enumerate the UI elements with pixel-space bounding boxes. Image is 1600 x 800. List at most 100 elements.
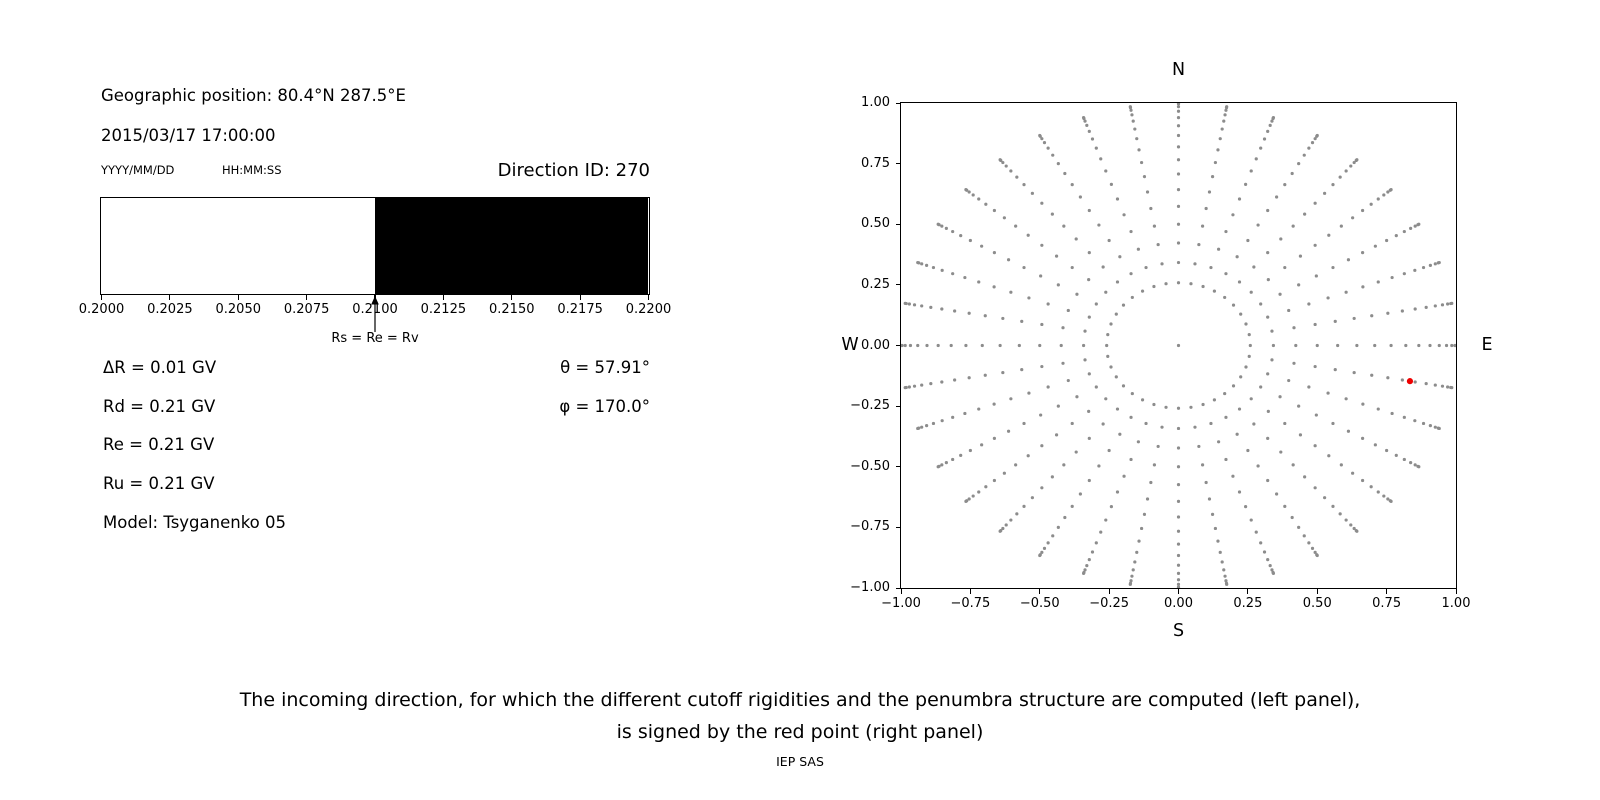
plot-y-tick	[895, 466, 900, 468]
plot-y-tick-label: −1.00	[850, 580, 890, 595]
grid-dot	[963, 275, 967, 280]
grid-dot	[1118, 432, 1122, 436]
grid-dot	[1237, 490, 1242, 494]
grid-dot	[1074, 237, 1078, 241]
grid-dot	[1009, 169, 1013, 173]
plot-x-tick-label: −0.25	[1089, 596, 1130, 611]
grid-dot	[1355, 158, 1359, 162]
grid-dot	[1271, 343, 1276, 348]
grid-dot	[1239, 375, 1243, 379]
grid-dot	[980, 443, 984, 447]
grid-dot	[1040, 486, 1044, 490]
grid-dot	[1106, 354, 1110, 358]
grid-dot	[1022, 421, 1026, 426]
plot-y-tick	[895, 345, 900, 346]
grid-dot	[1361, 478, 1365, 483]
grid-dot	[964, 343, 968, 348]
time-format-hint: HH:MM:SS	[222, 163, 282, 177]
grid-dot	[1054, 254, 1059, 258]
plot-y-tick	[895, 526, 900, 528]
grid-dot	[1256, 464, 1260, 468]
grid-dot	[1130, 391, 1134, 396]
grid-dot	[1026, 454, 1030, 458]
grid-dot	[951, 457, 955, 462]
grid-dot	[1338, 512, 1342, 516]
grid-dot	[1239, 312, 1243, 316]
penumbra-x-tick-label: 0.2000	[78, 302, 125, 317]
grid-dot	[1094, 302, 1098, 306]
grid-dot	[1176, 172, 1181, 176]
grid-dot	[1271, 116, 1276, 120]
grid-dot	[1056, 283, 1060, 287]
grid-dot	[1266, 478, 1270, 483]
grid-dot	[916, 343, 920, 348]
marker-arrow	[371, 296, 379, 332]
grid-dot	[1413, 380, 1417, 384]
grid-dot	[1087, 315, 1091, 319]
grid-dot	[1417, 465, 1421, 469]
penumbra-x-tick	[511, 295, 513, 300]
grid-dot	[1087, 208, 1091, 213]
grid-dot	[1087, 436, 1091, 440]
marker-arrow-label: Rs = Re = Rv	[331, 331, 419, 346]
grid-dot	[1244, 505, 1248, 509]
grid-dot	[1101, 265, 1105, 269]
grid-dot	[1114, 312, 1118, 316]
grid-dot	[1115, 197, 1120, 201]
grid-dot	[1149, 206, 1153, 211]
grid-dot	[1056, 525, 1060, 529]
grid-dot	[1400, 309, 1404, 313]
grid-dot	[964, 499, 968, 503]
grid-dot	[971, 494, 975, 498]
grid-dot	[1223, 113, 1227, 117]
grid-dot	[1344, 169, 1348, 173]
grid-dot	[1235, 432, 1239, 436]
grid-dot	[1323, 496, 1327, 500]
grid-dot	[1237, 407, 1242, 411]
grid-dot	[1404, 343, 1408, 348]
grid-dot	[1386, 190, 1390, 194]
grid-dot	[980, 343, 984, 348]
grid-dot	[944, 461, 948, 465]
grid-dot	[1266, 558, 1270, 562]
grid-dot	[1390, 411, 1394, 416]
grid-dot	[977, 407, 981, 411]
grid-dot	[1217, 247, 1221, 251]
compass-north-label: N	[1171, 60, 1186, 80]
grid-dot	[1129, 457, 1133, 462]
grid-dot	[1310, 141, 1315, 145]
grid-dot	[967, 376, 971, 380]
grid-dot	[1129, 579, 1133, 583]
direction-plot	[900, 102, 1457, 589]
grid-dot	[1361, 402, 1365, 406]
direction-angles: θ = 57.91° φ = 170.0°	[559, 349, 650, 426]
grid-dot	[1402, 272, 1406, 276]
direction-plot-canvas	[901, 103, 1456, 588]
grid-dot	[1070, 265, 1074, 270]
plot-y-tick	[895, 587, 900, 589]
grid-dot	[1333, 319, 1337, 323]
plot-x-tick-label: 0.75	[1372, 596, 1402, 611]
grid-dot	[1307, 146, 1311, 150]
grid-dot	[992, 285, 996, 289]
grid-dot	[1209, 265, 1213, 270]
grid-dot	[1237, 280, 1242, 284]
grid-dot	[940, 419, 944, 423]
grid-dot	[1254, 157, 1258, 161]
grid-dot	[1428, 263, 1432, 267]
grid-dot	[1051, 534, 1055, 538]
grid-dot	[992, 208, 996, 213]
grid-dot	[1040, 137, 1044, 141]
grid-dot	[1075, 292, 1079, 296]
grid-dot	[1097, 464, 1101, 468]
grid-dot	[1313, 486, 1317, 490]
penumbra-x-tick	[169, 295, 171, 300]
grid-dot	[931, 265, 936, 270]
grid-dot	[1081, 343, 1086, 348]
grid-dot	[1223, 574, 1227, 578]
grid-dot	[925, 424, 929, 428]
penumbra-x-tick	[442, 295, 444, 300]
grid-dot	[1009, 290, 1013, 294]
grid-dot	[1083, 329, 1087, 333]
